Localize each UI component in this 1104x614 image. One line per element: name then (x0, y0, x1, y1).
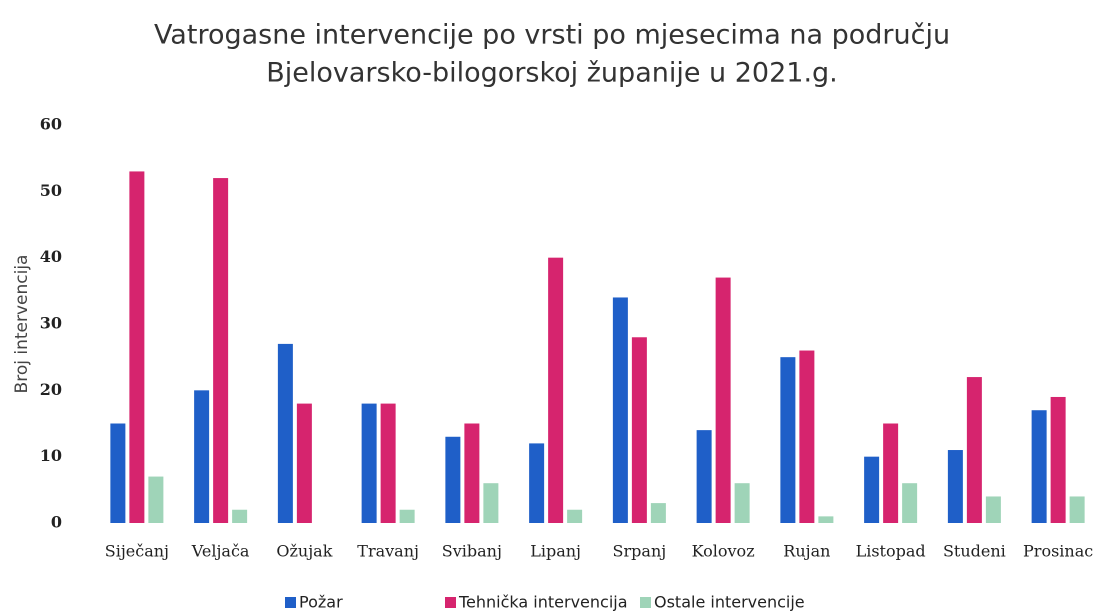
x-tick-label: Travanj (357, 542, 419, 561)
y-tick-label: 20 (40, 380, 62, 399)
bar (277, 343, 293, 523)
bar (650, 503, 666, 523)
x-tick-label: Prosinac (1023, 542, 1093, 561)
bar (1069, 496, 1085, 523)
x-tick-label: Studeni (943, 542, 1006, 561)
bar (567, 509, 583, 523)
bar (612, 297, 628, 523)
y-tick-label: 0 (51, 513, 62, 532)
y-tick-label: 30 (40, 314, 62, 333)
bar (902, 483, 918, 523)
bar (232, 509, 248, 523)
bar (110, 423, 126, 523)
chart-title: Vatrogasne intervencije po vrsti po mjes… (154, 20, 950, 51)
bar (380, 403, 396, 523)
x-tick-label: Kolovoz (692, 542, 755, 561)
bar (483, 483, 499, 523)
y-tick-label: 60 (40, 115, 62, 134)
y-axis-label: Broj intervencija (12, 255, 32, 394)
bar (399, 509, 415, 523)
legend-label: Tehnička intervencija (458, 593, 628, 612)
bar (734, 483, 750, 523)
bar (445, 436, 461, 523)
y-tick-label: 50 (40, 181, 62, 200)
x-tick-label: Listopad (856, 542, 926, 561)
bar (464, 423, 480, 523)
bar (296, 403, 312, 523)
x-tick-label: Lipanj (530, 542, 581, 561)
x-tick-label: Veljača (191, 542, 250, 561)
bar (864, 456, 880, 523)
bar (529, 443, 545, 523)
bar (361, 403, 377, 523)
bar (1031, 410, 1047, 523)
chart-title: Bjelovarsko-bilogorskoj županije u 2021.… (266, 58, 838, 89)
y-tick-label: 40 (40, 247, 62, 266)
bar (715, 277, 731, 523)
bar (947, 450, 963, 523)
legend-swatch (285, 597, 296, 608)
x-tick-label: Siječanj (105, 542, 169, 561)
legend-label: Požar (299, 593, 343, 612)
x-tick-label: Rujan (783, 542, 830, 561)
bar (213, 178, 229, 524)
legend-label: Ostale intervencije (654, 593, 805, 612)
legend-swatch (640, 597, 651, 608)
bar (985, 496, 1001, 523)
bar (818, 516, 834, 523)
x-tick-label: Ožujak (276, 542, 332, 561)
bar (129, 171, 145, 523)
bar (883, 423, 899, 523)
bar (631, 337, 647, 523)
bar (148, 476, 164, 523)
bar (548, 257, 564, 523)
legend-swatch (445, 597, 456, 608)
bar (696, 430, 712, 523)
y-tick-label: 10 (40, 446, 62, 465)
bar (1050, 396, 1066, 523)
bar (966, 377, 982, 523)
bar (799, 350, 815, 523)
bar (780, 357, 796, 523)
x-tick-label: Svibanj (442, 542, 502, 561)
bar (194, 390, 210, 523)
x-tick-label: Srpanj (613, 542, 667, 561)
